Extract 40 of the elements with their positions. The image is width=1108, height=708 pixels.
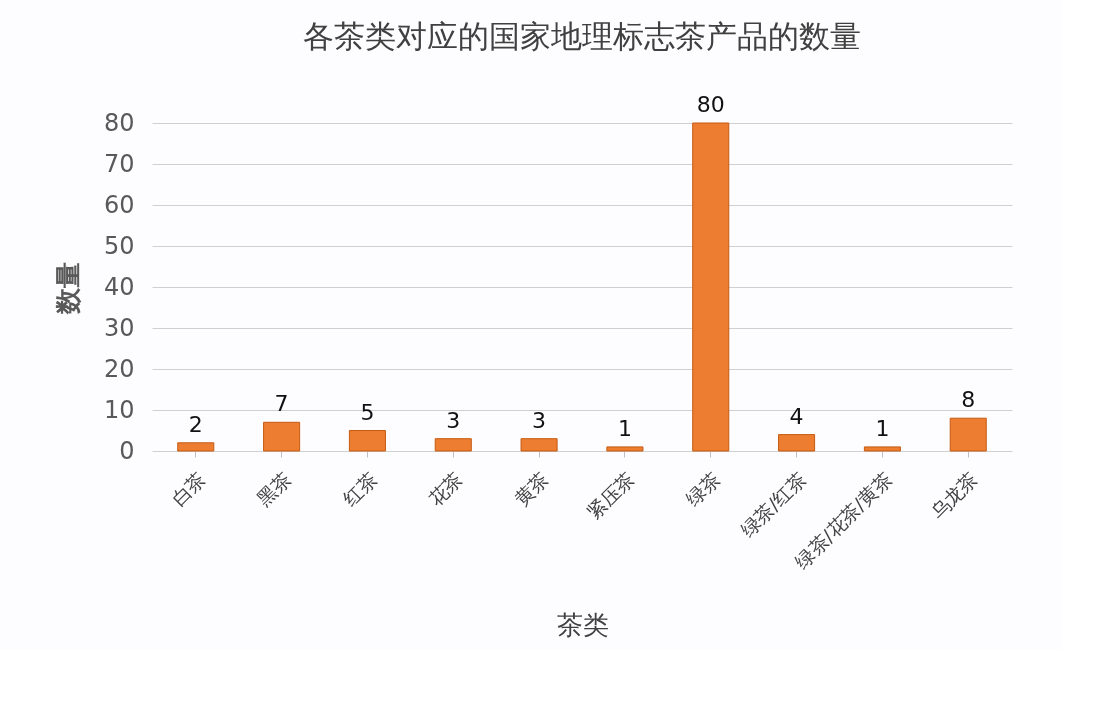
y-tick-label: 80 <box>103 108 135 137</box>
x-tick-label: 紧压茶 <box>582 467 639 524</box>
x-tick-label: 白茶 <box>166 467 210 510</box>
data-label: 2 <box>188 411 203 437</box>
bar <box>520 438 558 452</box>
data-label: 3 <box>446 407 461 433</box>
data-label: 4 <box>789 403 804 429</box>
bar <box>863 446 901 452</box>
data-label: 1 <box>617 415 632 441</box>
data-label: 8 <box>961 387 976 413</box>
y-tick-label: 20 <box>103 354 135 383</box>
y-tick-label: 70 <box>103 149 135 178</box>
y-tick-label: 0 <box>119 436 135 465</box>
y-axis-title: 数量 <box>52 261 83 315</box>
x-tick-label: 乌龙茶 <box>925 467 982 524</box>
x-tick-label: 红茶 <box>338 467 381 510</box>
x-tick-label: 花茶 <box>424 467 467 510</box>
bar <box>692 122 730 452</box>
data-label: 3 <box>532 407 547 433</box>
y-tick-label: 40 <box>103 272 135 301</box>
y-tick-label: 30 <box>103 313 135 342</box>
x-tick-label: 绿茶 <box>681 467 725 510</box>
y-tick-label: 10 <box>103 395 135 424</box>
y-tick-label: 60 <box>103 190 135 219</box>
data-label: 5 <box>360 399 375 425</box>
x-axis-title: 茶类 <box>556 609 609 640</box>
x-tick-label: 黄茶 <box>510 467 553 510</box>
data-label: 1 <box>875 415 890 441</box>
chart-title: 各茶类对应的国家地理标志茶产品的数量 <box>303 18 861 54</box>
bar <box>348 430 386 452</box>
bar <box>263 421 301 452</box>
bar <box>177 442 215 452</box>
x-tick-label: 黑茶 <box>252 467 296 510</box>
y-tick-label: 50 <box>103 231 135 260</box>
bar <box>606 446 644 452</box>
data-label: 7 <box>274 391 289 417</box>
bar <box>778 434 816 452</box>
data-label: 80 <box>696 92 725 117</box>
bar <box>434 438 472 452</box>
bar <box>949 417 987 452</box>
